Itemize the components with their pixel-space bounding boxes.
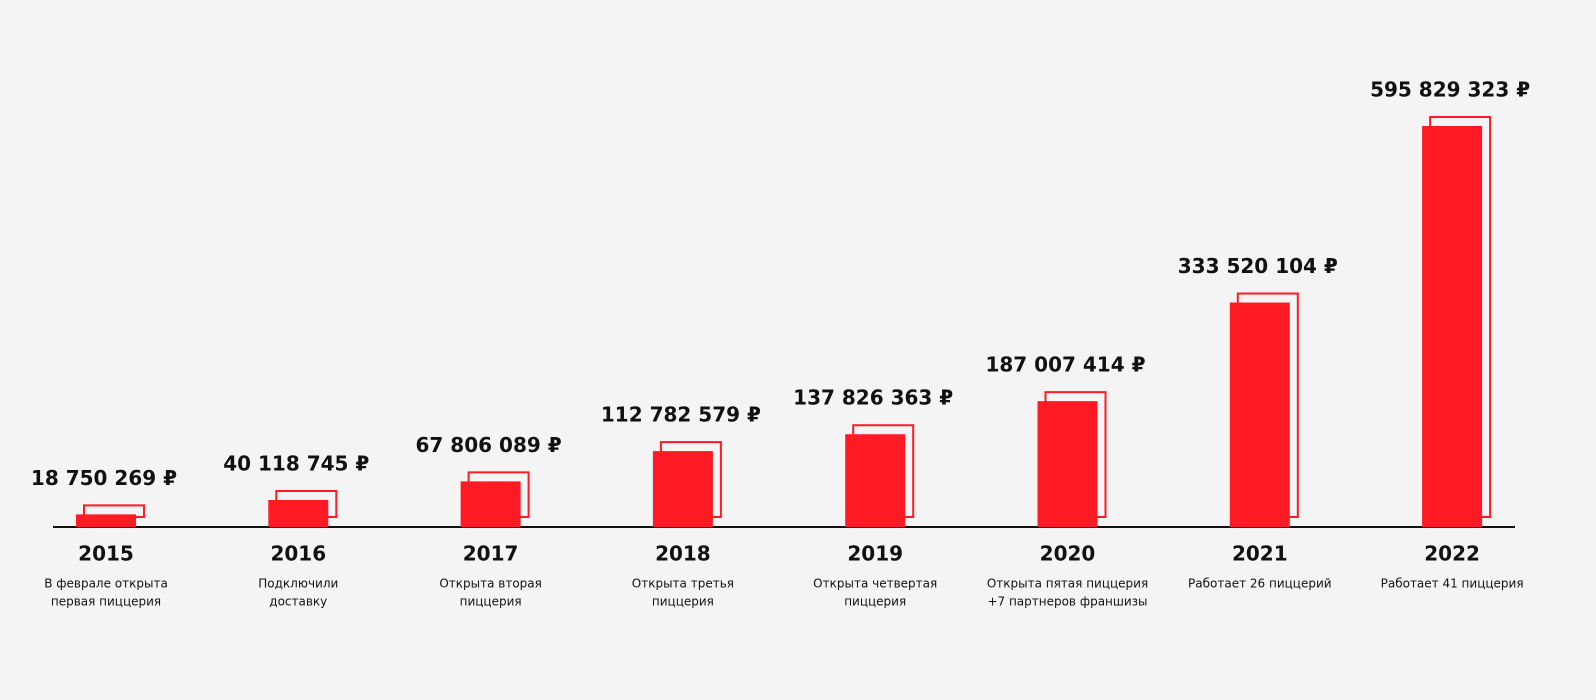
description: Открыта третья	[632, 577, 734, 591]
value-label: 18 750 269 ₽	[31, 466, 177, 490]
description: первая пиццерия	[51, 595, 161, 609]
description: Открыта четвертая	[813, 577, 937, 591]
description: Подключили	[258, 577, 338, 591]
description: доставку	[269, 595, 327, 609]
value-label: 67 806 089 ₽	[416, 433, 562, 457]
description: Открыта вторая	[439, 577, 542, 591]
bar	[268, 499, 329, 527]
value-label: 40 118 745 ₽	[223, 451, 369, 475]
category-label: 2016	[270, 542, 326, 566]
description: пиццерия	[652, 595, 714, 609]
description: Открыта пятая пиццерия	[987, 577, 1148, 591]
description: +7 партнеров франшизы	[987, 595, 1147, 609]
bar	[1229, 302, 1290, 527]
description: В феврале открыта	[44, 577, 168, 591]
description: Работает 26 пиццерий	[1188, 577, 1332, 591]
value-label: 137 826 363 ₽	[793, 386, 953, 410]
bar	[460, 481, 521, 527]
bar	[76, 514, 136, 527]
value-label: 112 782 579 ₽	[601, 403, 761, 427]
description: пиццерия	[844, 595, 906, 609]
value-label: 333 520 104 ₽	[1178, 254, 1338, 278]
bar	[1037, 401, 1098, 527]
bar	[652, 451, 713, 527]
description: Работает 41 пиццерия	[1381, 577, 1524, 591]
category-label: 2022	[1424, 542, 1480, 566]
category-label: 2021	[1232, 542, 1288, 566]
category-label: 2015	[78, 542, 134, 566]
bar	[845, 434, 906, 527]
description: пиццерия	[460, 595, 522, 609]
category-label: 2020	[1040, 542, 1096, 566]
category-label: 2017	[463, 542, 519, 566]
value-label: 187 007 414 ₽	[985, 353, 1145, 377]
bar	[1422, 126, 1483, 527]
value-label: 595 829 323 ₽	[1370, 78, 1530, 102]
category-label: 2018	[655, 542, 711, 566]
category-label: 2019	[847, 542, 903, 566]
